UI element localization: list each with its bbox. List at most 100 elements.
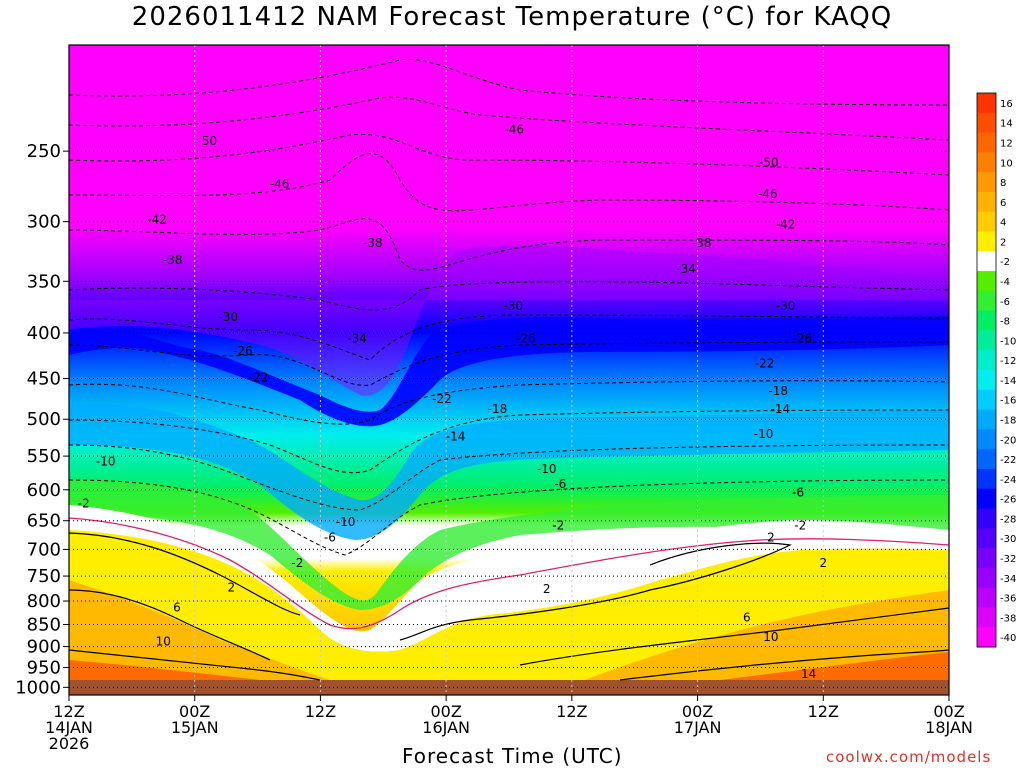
y-tick-label: 300 bbox=[27, 212, 61, 233]
contour-label: -2 bbox=[78, 496, 90, 510]
x-tick-label: 2026 bbox=[49, 734, 90, 753]
colorbar-label: -40 bbox=[1000, 633, 1016, 644]
contour-label: -26 bbox=[793, 332, 813, 346]
colorbar-label: 10 bbox=[1000, 158, 1013, 169]
contour-label: -26 bbox=[516, 332, 536, 346]
y-tick-label: 650 bbox=[27, 511, 61, 532]
colorbar-swatch bbox=[977, 508, 996, 529]
contour-label: -10 bbox=[96, 454, 116, 468]
x-tick-label: 12Z bbox=[556, 702, 587, 721]
colorbar-swatch bbox=[977, 449, 996, 470]
contour-label: 14 bbox=[801, 667, 816, 681]
x-tick-label: 12Z bbox=[53, 702, 84, 721]
y-axis: 2503003504004505005506006507007508008509… bbox=[15, 141, 69, 698]
contour-label: -30 bbox=[503, 299, 523, 313]
y-tick-label: 800 bbox=[27, 591, 61, 612]
contour-label: 6 bbox=[743, 611, 751, 625]
colorbar-swatch bbox=[977, 468, 996, 490]
colorbar-swatch bbox=[977, 409, 996, 430]
x-tick-label: 12Z bbox=[305, 702, 336, 721]
y-tick-label: 600 bbox=[27, 480, 61, 501]
x-axis-label: Forecast Time (UTC) bbox=[402, 744, 623, 768]
x-tick-label: 16JAN bbox=[422, 718, 470, 737]
colorbar-label: -18 bbox=[1000, 415, 1016, 426]
x-tick-label: 00Z bbox=[682, 702, 713, 721]
colorbar-swatch bbox=[977, 429, 996, 450]
contour-label: -22 bbox=[432, 392, 452, 406]
colorbar-label: 8 bbox=[1000, 178, 1006, 189]
colorbar-label: -22 bbox=[1000, 455, 1016, 466]
contour-label: -46 bbox=[270, 177, 290, 191]
colorbar-label: 4 bbox=[1000, 218, 1006, 229]
contour-label: -6 bbox=[324, 531, 336, 545]
colorbar-swatch bbox=[977, 290, 996, 312]
colorbar-swatch bbox=[977, 93, 996, 114]
plot-area bbox=[69, 45, 949, 695]
colorbar-swatch bbox=[977, 330, 996, 351]
colorbar-label: -30 bbox=[1000, 534, 1016, 545]
y-tick-label: 500 bbox=[27, 409, 61, 430]
colorbar: 16 14 12 10 8 6 4 2 -2 -4 -6 -8 -10 -12 -14 -16 -18 -20 -2… bbox=[976, 92, 1016, 648]
contour-label: -50 bbox=[197, 134, 217, 148]
colorbar-swatch bbox=[977, 370, 996, 391]
y-tick-label: 450 bbox=[27, 368, 61, 389]
colorbar-swatch bbox=[977, 211, 996, 232]
y-tick-label: 350 bbox=[27, 271, 61, 292]
contour-label: 10 bbox=[156, 634, 171, 648]
x-tick-label: 15JAN bbox=[171, 718, 219, 737]
contour-label: -26 bbox=[233, 344, 253, 358]
grid bbox=[69, 45, 949, 695]
contour-label: -34 bbox=[676, 262, 696, 276]
colorbar-swatch bbox=[977, 251, 996, 272]
colorbar-swatch bbox=[977, 567, 996, 589]
colorbar-label: -2 bbox=[1000, 257, 1010, 268]
contour-label: -38 bbox=[692, 236, 712, 250]
freezing-layer bbox=[69, 505, 949, 652]
contour-label: -2 bbox=[291, 556, 303, 570]
colorbar-label: -16 bbox=[1000, 396, 1016, 407]
colorbar-swatch bbox=[977, 528, 996, 549]
x-tick-label: 00Z bbox=[933, 702, 964, 721]
solid-contours bbox=[69, 532, 949, 681]
colorbar-swatch bbox=[977, 172, 996, 193]
colorbar-label: 14 bbox=[1000, 119, 1013, 130]
cold-trough-cyan bbox=[69, 404, 949, 540]
colorbar-label: -38 bbox=[1000, 613, 1016, 624]
y-tick-label: 950 bbox=[27, 658, 61, 679]
dashed-contours bbox=[69, 58, 949, 556]
x-tick-label: 00Z bbox=[179, 702, 210, 721]
contour-label: -46 bbox=[504, 122, 524, 136]
colorbar-label: -28 bbox=[1000, 514, 1016, 525]
contour-label: 2 bbox=[767, 531, 775, 545]
cold-trough-blue bbox=[69, 316, 949, 427]
colorbar-label: -24 bbox=[1000, 475, 1016, 486]
x-tick-label: 17JAN bbox=[674, 718, 722, 737]
colorbar-swatch bbox=[977, 271, 996, 292]
colorbar-label: -20 bbox=[1000, 435, 1016, 446]
contour-label: 2 bbox=[228, 580, 236, 594]
colorbar-label: -34 bbox=[1000, 574, 1016, 585]
credit-link[interactable]: coolwx.com/models bbox=[826, 748, 992, 766]
contour-label: -46 bbox=[758, 187, 778, 201]
colorbar-swatch bbox=[977, 152, 996, 173]
contour-label: -18 bbox=[768, 384, 788, 398]
colorbar-swatch bbox=[977, 132, 996, 153]
contour-label: -30 bbox=[776, 299, 796, 313]
colorbar-swatch bbox=[977, 112, 996, 134]
x-tick-label: 18JAN bbox=[925, 718, 973, 737]
colorbar-label: 2 bbox=[1000, 237, 1006, 248]
plot-frame bbox=[68, 44, 950, 696]
contour-label: -50 bbox=[759, 155, 779, 169]
contour-label: 2 bbox=[819, 556, 827, 570]
y-tick-label: 850 bbox=[27, 614, 61, 635]
contour-label: -6 bbox=[792, 486, 804, 500]
contour-label: -10 bbox=[537, 462, 557, 476]
contour-label: -38 bbox=[163, 253, 183, 267]
colorbar-label: -26 bbox=[1000, 495, 1016, 506]
colorbar-swatch bbox=[977, 488, 996, 509]
contour-labels: -50 -46 -50 -46 -46 -42 -42 -38 -38 -38 -34 -30 -30 -… bbox=[78, 122, 827, 681]
contour-label: -34 bbox=[347, 332, 367, 346]
colorbar-swatch bbox=[977, 191, 996, 213]
contour-label: -22 bbox=[755, 356, 775, 370]
